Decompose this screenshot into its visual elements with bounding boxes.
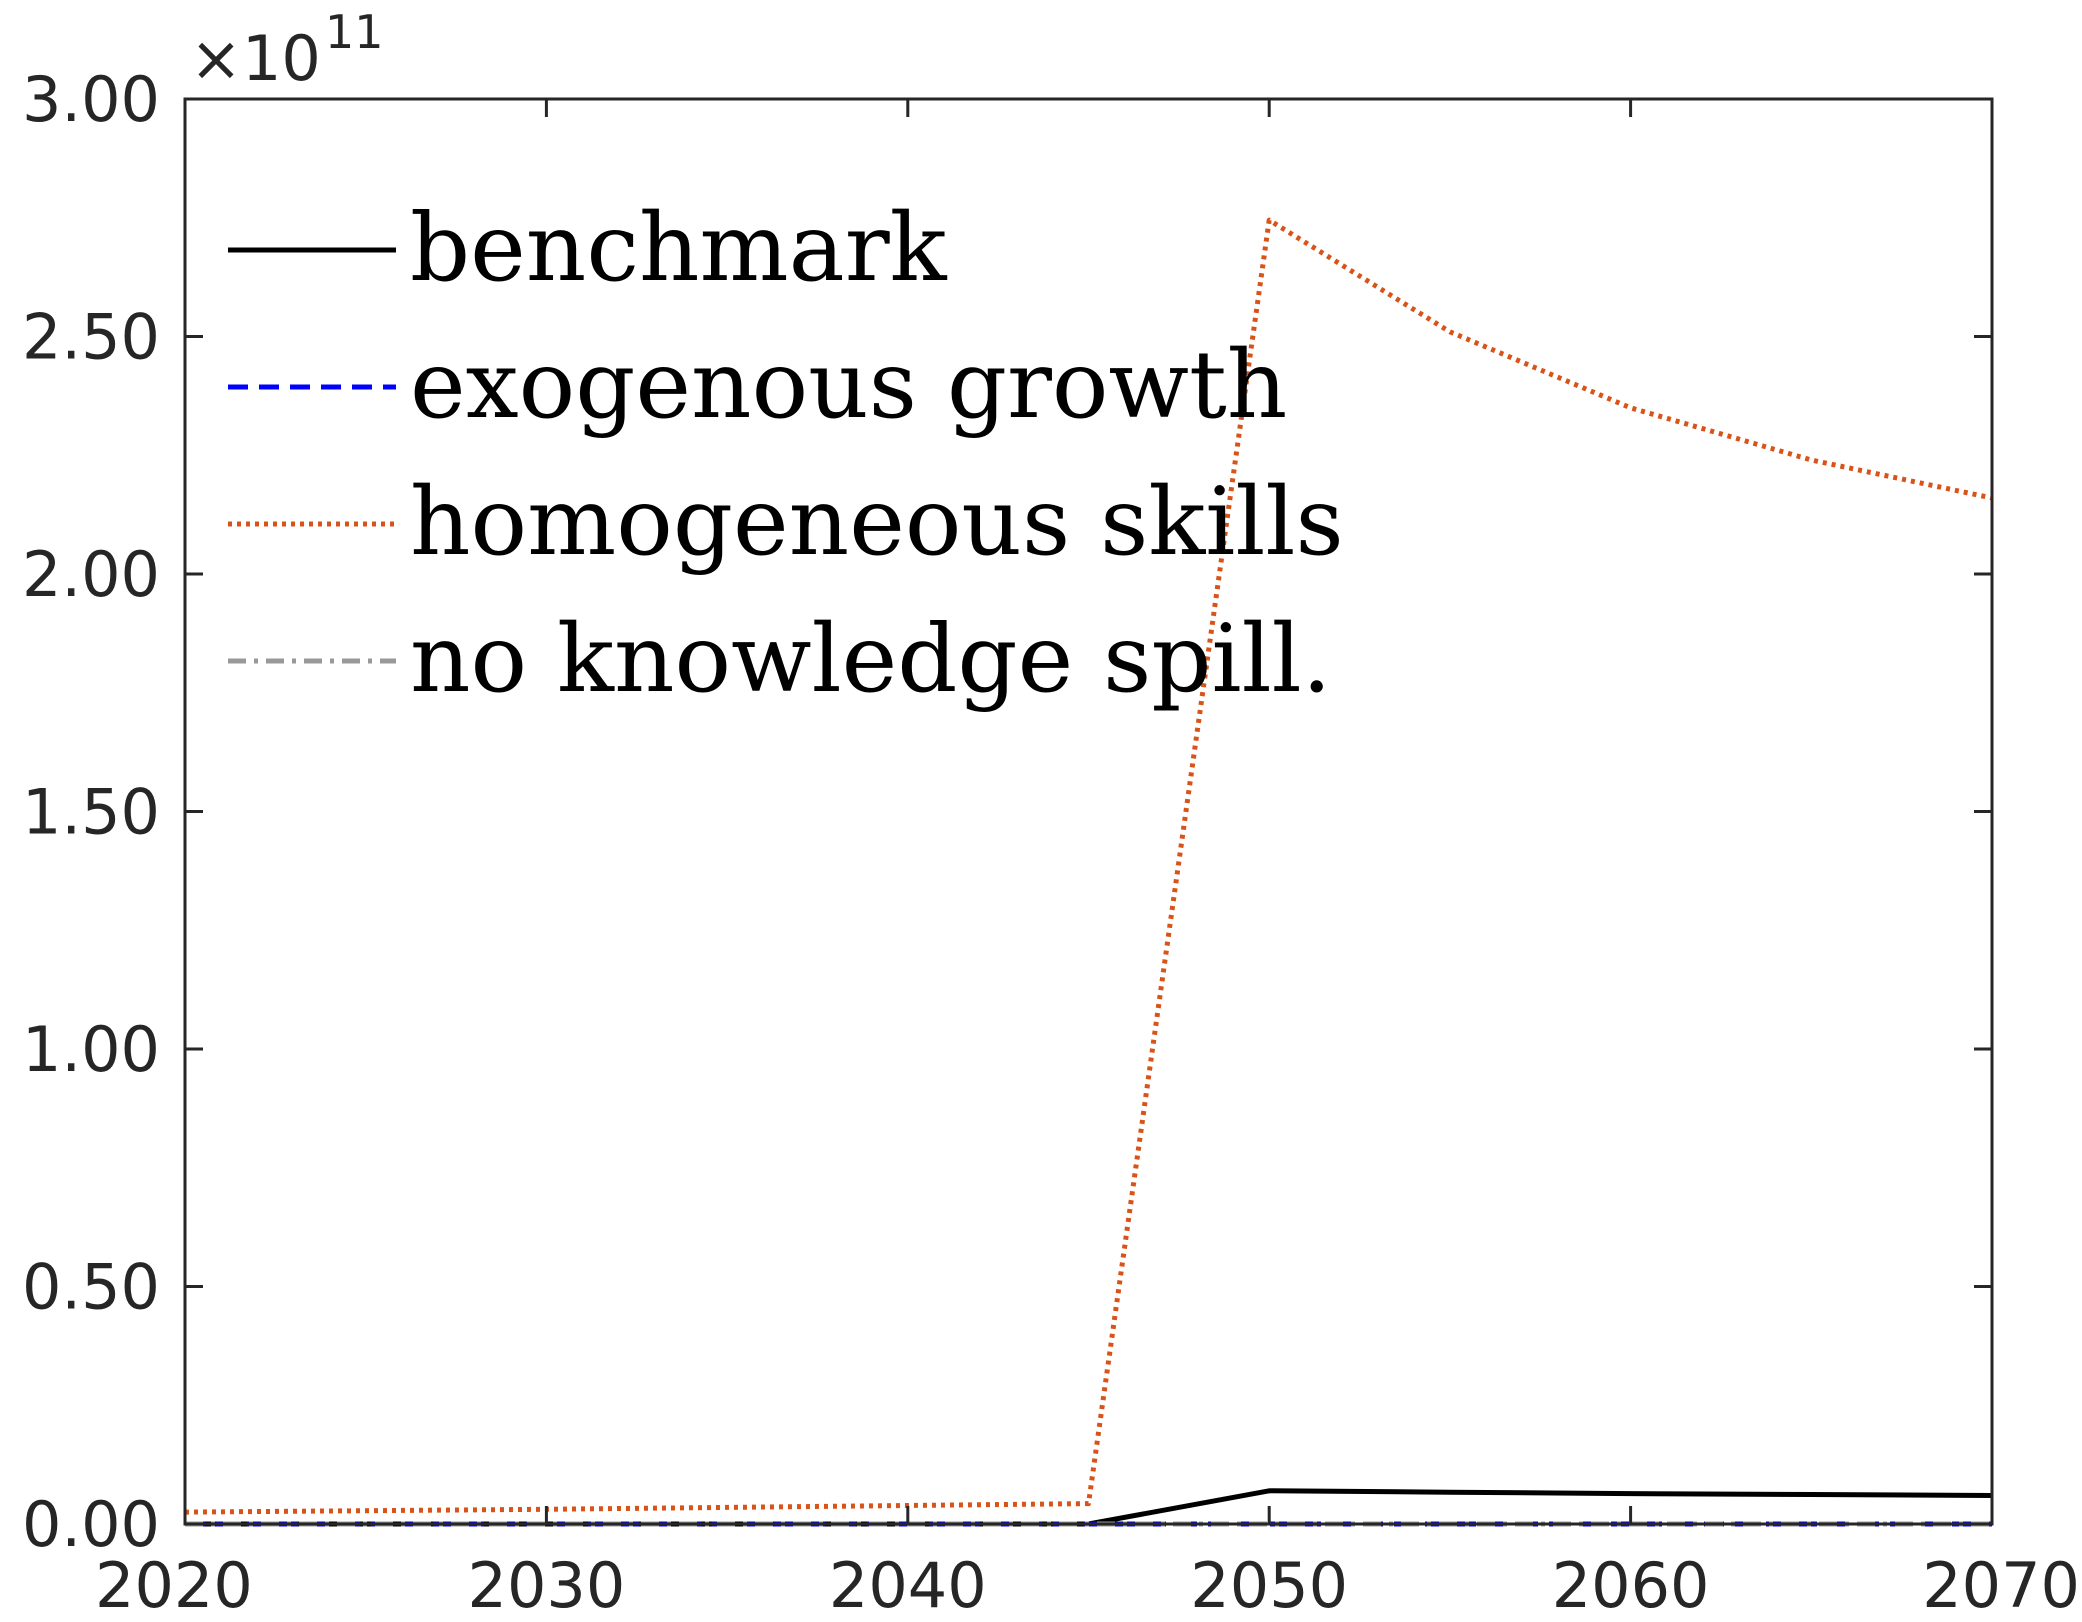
series-line-homogeneous-skills bbox=[184, 217, 1993, 1515]
y-tick-label: 2.00 bbox=[22, 538, 160, 611]
x-tick-label: 2030 bbox=[468, 1549, 626, 1622]
x-tick-label: 2060 bbox=[1552, 1549, 1710, 1622]
y-tick-label: 0.50 bbox=[22, 1251, 160, 1324]
legend-label: benchmark bbox=[410, 194, 948, 303]
x-tick-label: 2020 bbox=[95, 1549, 253, 1622]
y-exponent-multiplier: ×10 bbox=[190, 22, 321, 95]
y-tick-label: 1.00 bbox=[22, 1013, 160, 1086]
y-exponent-label: ×10 11 bbox=[190, 5, 384, 95]
axes-box bbox=[183, 97, 1994, 1526]
tick-layer: 2020 2030 2040 2050 2060 2070 0.00 0.50 1.00 1.50… bbox=[22, 63, 2080, 1622]
y-tick-label: 2.50 bbox=[22, 301, 160, 374]
y-exponent-power: 11 bbox=[325, 5, 384, 59]
legend-label: homogeneous skills bbox=[410, 468, 1344, 577]
y-tick-label: 0.00 bbox=[22, 1488, 160, 1561]
x-tick-label: 2040 bbox=[829, 1549, 987, 1622]
y-tick-label: 1.50 bbox=[22, 776, 160, 849]
legend-label: no knowledge spill. bbox=[410, 605, 1332, 714]
x-tick-label: 2050 bbox=[1190, 1549, 1348, 1622]
legend: benchmark exogenous growth homogeneous ski… bbox=[228, 194, 1344, 714]
y-tick-label: 3.00 bbox=[22, 63, 160, 136]
x-tick-label: 2070 bbox=[1922, 1549, 2080, 1622]
legend-label: exogenous growth bbox=[410, 331, 1287, 440]
